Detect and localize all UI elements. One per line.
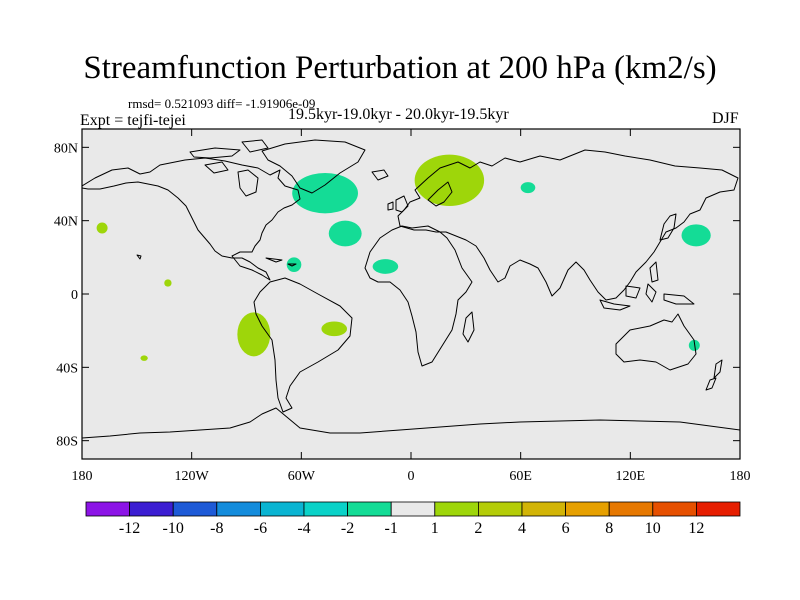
season-label: DJF <box>712 110 739 127</box>
colorbar-label: 2 <box>474 520 482 537</box>
coast-maritime-asia <box>599 261 695 311</box>
colorbar-swatch <box>129 501 174 517</box>
lon-tick-label: 0 <box>408 469 415 484</box>
anomaly-mid-atlantic <box>328 220 362 247</box>
colorbar-label: -1 <box>385 520 398 537</box>
colorbar-swatch <box>303 501 348 517</box>
anomaly-south-pacific <box>237 312 271 357</box>
experiment-label: Expt = tejfi-tejei <box>80 112 186 129</box>
lat-tick-label: 40N <box>54 215 78 230</box>
coast-greenland <box>261 139 366 194</box>
colorbar-swatch <box>172 501 218 517</box>
colorbar: -12 -10 -8 -6 -4 -2 -1 1 2 4 6 8 10 12 <box>85 501 741 537</box>
colorbar-swatch <box>696 501 741 517</box>
colorbar-swatch <box>259 501 305 517</box>
colorbar-swatch <box>565 501 610 517</box>
coast-japan <box>659 213 677 241</box>
axis-ticks: 80N 40N 0 40S 80S 180 120W 60W 0 60E 120E 180 <box>54 129 751 484</box>
anomaly-west-asia <box>520 182 536 194</box>
lon-tick-label: 120E <box>616 469 646 484</box>
coast-south-america <box>253 277 353 413</box>
anomaly-west-africa <box>372 259 399 274</box>
plot-title: Streamfunction Perturbation at 200 hPa (… <box>83 50 717 86</box>
colorbar-label: -8 <box>210 520 223 537</box>
colorbar-swatch <box>652 501 697 517</box>
anomaly-south-atlantic <box>321 321 348 337</box>
anomaly-southeast-pacific <box>140 355 148 361</box>
coast-new-zealand <box>705 359 723 391</box>
colorbar-label: -4 <box>297 520 310 537</box>
subtitle: 19.5kyr-19.0kyr - 20.0kyr-19.5kyr <box>288 106 509 123</box>
colorbar-label: -2 <box>341 520 354 537</box>
colorbar-swatch <box>434 501 479 517</box>
lon-tick-label: 60E <box>509 469 532 484</box>
colorbar-swatch <box>608 501 654 517</box>
anomaly-layer <box>96 154 711 361</box>
colorbar-label: 1 <box>431 520 439 537</box>
coast-hawaii <box>136 254 142 260</box>
anomaly-east-pacific-north <box>96 222 108 234</box>
lon-tick-label: 180 <box>72 469 93 484</box>
lat-tick-label: 0 <box>71 288 78 303</box>
lat-tick-label: 40S <box>56 361 78 376</box>
coast-arctic-islands <box>189 139 269 174</box>
coast-antarctica <box>82 407 740 439</box>
map-background <box>82 129 740 459</box>
coast-africa <box>364 225 473 367</box>
coast-iceland <box>371 169 389 181</box>
coast-hudson-bay <box>237 169 259 197</box>
anomaly-north-atlantic <box>292 173 358 214</box>
colorbar-label: 10 <box>645 520 661 537</box>
colorbar-label: 8 <box>605 520 613 537</box>
colorbar-swatch <box>216 501 261 517</box>
lat-tick-label: 80N <box>54 141 78 156</box>
coast-caribbean-islands <box>265 257 297 267</box>
anomaly-scandinavia <box>414 154 485 206</box>
colorbar-label: -6 <box>254 520 267 537</box>
coastlines <box>82 139 740 439</box>
coast-madagascar <box>462 311 475 343</box>
colorbar-label: 4 <box>518 520 526 537</box>
coast-australia <box>615 313 697 371</box>
colorbar-swatch <box>521 501 566 517</box>
colorbar-label: -12 <box>119 520 140 537</box>
lat-tick-label: 80S <box>56 435 78 450</box>
colorbar-swatch <box>390 501 436 517</box>
coast-eurasia <box>397 149 739 301</box>
lon-tick-label: 60W <box>288 469 316 484</box>
lon-tick-label: 180 <box>730 469 751 484</box>
colorbar-label: 6 <box>562 520 570 537</box>
colorbar-swatch <box>477 501 523 517</box>
lon-tick-label: 120W <box>175 469 210 484</box>
anomaly-east-pacific-equator <box>164 279 172 287</box>
anomaly-west-pacific <box>681 224 711 247</box>
coast-british-isles <box>387 195 409 213</box>
coast-baltic <box>427 181 453 207</box>
colorbar-label: -10 <box>163 520 184 537</box>
stats-text: rmsd= 0.521093 diff= -1.91906e-09 <box>128 96 316 111</box>
coast-north-america <box>82 157 301 281</box>
colorbar-swatch <box>85 501 130 517</box>
colorbar-label: 12 <box>688 520 704 537</box>
colorbar-swatch <box>347 501 392 517</box>
